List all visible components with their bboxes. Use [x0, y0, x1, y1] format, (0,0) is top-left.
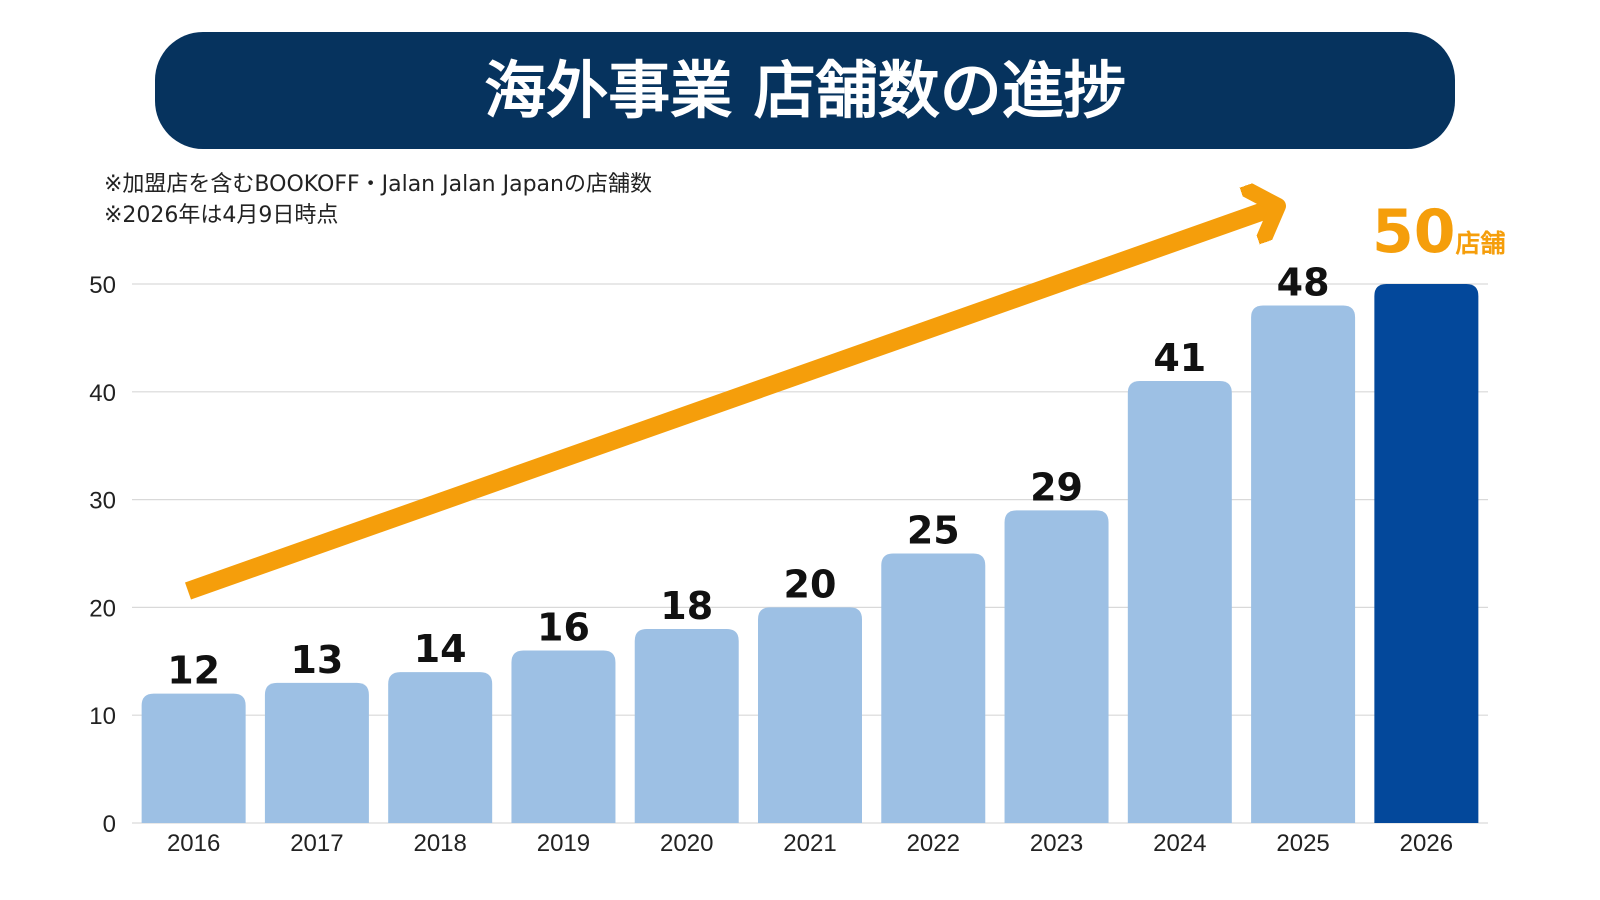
y-tick-label: 40 [89, 380, 116, 407]
data-label: 14 [414, 627, 467, 671]
x-tick-label: 2018 [413, 830, 466, 857]
bar-2024 [1127, 381, 1232, 823]
bar-2021 [758, 607, 862, 823]
chart-title: 海外事業 店舗数の進捗 [484, 54, 1126, 127]
note-line-1: ※加盟店を含むBOOKOFF・Jalan Jalan Japanの店舗数 [104, 172, 652, 197]
data-label: 12 [167, 649, 220, 693]
x-tick-label: 2017 [290, 830, 343, 857]
highlight-unit: 店舗 [1456, 229, 1506, 258]
data-label: 13 [290, 638, 343, 682]
bar-2022 [881, 553, 986, 823]
note-line-2: ※2026年は4月9日時点 [104, 203, 338, 228]
y-tick-label: 30 [89, 488, 116, 515]
highlight-value: 50 [1372, 197, 1456, 267]
trend-arrow [185, 206, 1278, 600]
y-tick-label: 10 [89, 703, 116, 730]
data-labels: 12 13 14 16 18 20 25 29 41 48 [167, 261, 1329, 693]
x-tick-label: 2016 [167, 830, 220, 857]
bar-2023 [1004, 510, 1109, 823]
bar-2016 [141, 693, 246, 823]
y-axis-ticks: 0 10 20 30 40 50 [89, 272, 116, 838]
bar-2026 [1374, 284, 1479, 823]
y-tick-label: 20 [89, 595, 116, 622]
bar-2025 [1251, 305, 1356, 823]
data-label: 29 [1030, 465, 1083, 509]
bar-2020 [634, 628, 739, 823]
data-label: 41 [1153, 336, 1206, 380]
data-label: 25 [907, 509, 960, 553]
bar-2019 [511, 650, 616, 823]
x-tick-label: 2026 [1400, 830, 1453, 857]
y-tick-label: 50 [89, 272, 116, 299]
highlight-callout: 50店舗 [1372, 197, 1506, 267]
y-tick-label: 0 [103, 811, 116, 838]
x-tick-label: 2023 [1030, 830, 1083, 857]
x-axis-ticks: 2016 2017 2018 2019 2020 2021 2022 2023 2024 2025… [167, 830, 1453, 857]
data-label: 18 [660, 584, 713, 628]
x-tick-label: 2021 [783, 830, 836, 857]
data-label: 48 [1277, 261, 1330, 305]
x-tick-label: 2022 [907, 830, 960, 857]
bar-2017 [264, 682, 369, 823]
bar-2018 [388, 672, 493, 823]
title-banner [155, 32, 1455, 149]
x-tick-label: 2020 [660, 830, 713, 857]
x-tick-label: 2019 [537, 830, 590, 857]
data-label: 16 [537, 606, 590, 650]
x-tick-label: 2024 [1153, 830, 1206, 857]
bars [141, 284, 1479, 823]
data-label: 20 [784, 562, 837, 606]
x-tick-label: 2025 [1276, 830, 1329, 857]
